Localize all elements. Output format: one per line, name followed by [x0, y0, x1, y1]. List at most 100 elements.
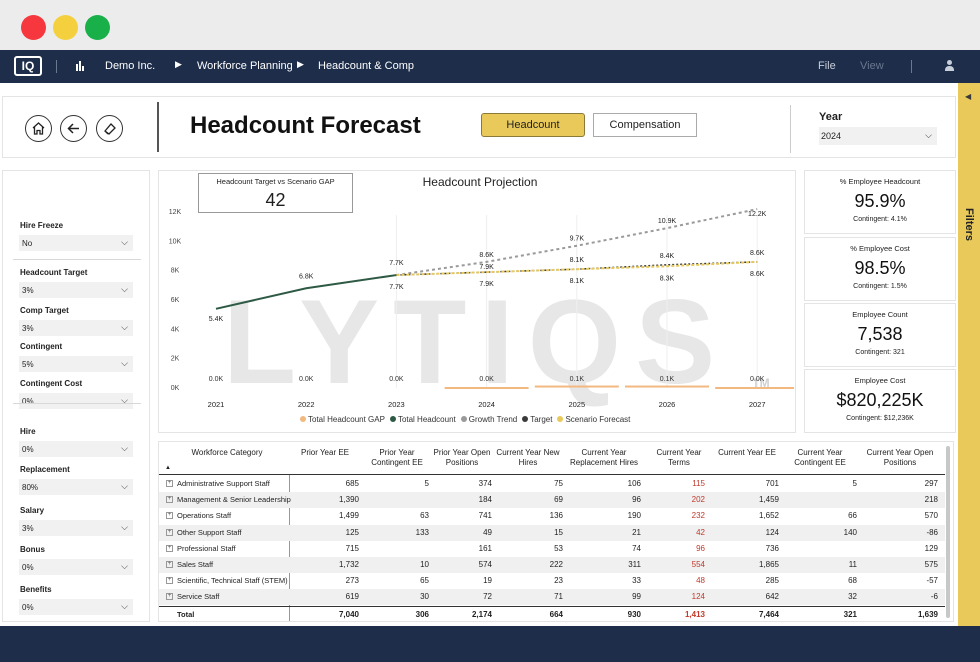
- table-row[interactable]: + Sales Staff 1,732 10 574 222 311 554 1,865 11 57…: [159, 557, 945, 573]
- table-cell: 161: [478, 543, 492, 553]
- header-divider: [157, 102, 159, 152]
- back-button[interactable]: [60, 115, 87, 142]
- menu-view[interactable]: View: [860, 60, 884, 72]
- column-header[interactable]: Prior Year Contingent EE: [371, 448, 423, 467]
- table-row[interactable]: + Management & Senior Leadership 1,390 184 6…: [159, 492, 945, 509]
- table-row[interactable]: + Service Staff 619 30 72 71 99 124 642 32 -6: [159, 589, 945, 606]
- kpi-value: $820,225K: [836, 390, 924, 410]
- legend-item[interactable]: Scenario Forecast: [557, 415, 630, 424]
- data-label: 0.1K: [570, 376, 585, 383]
- slicer-dropdown[interactable]: 3% ⌵: [19, 320, 133, 336]
- table-cell: 11: [848, 560, 857, 569]
- breadcrumb-headcount-comp[interactable]: Headcount & Comp: [318, 60, 414, 72]
- column-header[interactable]: Workforce Category: [191, 448, 263, 457]
- table-total-row[interactable]: Total 7,040 306 2,174 664 930 1,413 7,464 321 1,6…: [159, 605, 945, 621]
- kpi-title: Employee Count: [852, 310, 908, 319]
- slicer-dropdown[interactable]: 0% ⌵: [19, 393, 133, 409]
- chevron-down-icon: ⌵: [121, 237, 128, 247]
- sort-ascending-icon[interactable]: ▲: [165, 465, 171, 471]
- slicer-value: 80%: [22, 483, 39, 492]
- slicer-dropdown[interactable]: 3% ⌵: [19, 520, 133, 536]
- column-header[interactable]: Current Year New Hires: [496, 448, 560, 467]
- legend-item[interactable]: Growth Trend: [460, 415, 517, 424]
- expand-icon[interactable]: +: [166, 593, 173, 601]
- table-cell: 124: [691, 592, 705, 602]
- chevron-down-icon: ⌵: [121, 522, 128, 532]
- expand-icon[interactable]: +: [166, 512, 173, 520]
- clear-filters-button[interactable]: [96, 115, 123, 142]
- table-row[interactable]: + Operations Staff 1,499 63 741 136 190 232 1,65…: [159, 508, 945, 524]
- x-tick-label: 2027: [749, 400, 766, 409]
- table-row[interactable]: + Scientific, Technical Staff (STEM) 273 65…: [159, 573, 945, 589]
- x-tick-label: 2021: [208, 400, 225, 409]
- x-tick-label: 2023: [388, 400, 405, 409]
- slicer-dropdown[interactable]: 0% ⌵: [19, 441, 133, 457]
- kpi-employee-cost-pct: % Employee Cost 98.5% Contingent: 1.5%: [804, 237, 956, 301]
- table-row[interactable]: + Administrative Support Staff 685 5 374 75 10…: [159, 476, 945, 492]
- table-cell: 2,174: [471, 609, 492, 619]
- table-cell: 1,413: [684, 609, 705, 619]
- table-cell: 68: [848, 576, 857, 586]
- minimize-window-button[interactable]: [53, 15, 78, 40]
- slicer-dropdown[interactable]: 5% ⌵: [19, 356, 133, 372]
- legend-item[interactable]: Target: [522, 415, 552, 424]
- menu-file[interactable]: File: [818, 60, 836, 72]
- slicer-dropdown[interactable]: 0% ⌵: [19, 559, 133, 575]
- filters-pane-toggle[interactable]: ◀ Filters: [958, 83, 980, 626]
- column-header[interactable]: Current Year EE: [718, 448, 776, 457]
- slicer-divider: [13, 259, 141, 260]
- column-header[interactable]: Prior Year Open Positions: [433, 448, 491, 467]
- table-cell: 133: [415, 527, 429, 537]
- table-cell: 642: [765, 592, 779, 602]
- slicer-dropdown[interactable]: 80% ⌵: [19, 479, 133, 495]
- column-header[interactable]: Current Year Open Positions: [866, 448, 934, 467]
- table-cell: 232: [691, 511, 705, 521]
- tab-compensation[interactable]: Compensation: [593, 113, 697, 137]
- expand-icon[interactable]: +: [166, 577, 173, 585]
- user-icon[interactable]: [944, 60, 954, 72]
- table-row[interactable]: + Other Support Staff 125 133 49 15 21 42 124 140…: [159, 524, 945, 541]
- category-name: Operations Staff: [177, 511, 232, 521]
- breadcrumb-workforce-planning[interactable]: Workforce Planning: [197, 60, 293, 72]
- breadcrumb-company[interactable]: Demo Inc.: [105, 60, 156, 72]
- table-cell: 321: [843, 609, 857, 619]
- tab-headcount[interactable]: Headcount: [481, 113, 585, 137]
- column-header[interactable]: Current Year Terms: [656, 448, 702, 467]
- slicer-dropdown[interactable]: 3% ⌵: [19, 282, 133, 298]
- expand-icon[interactable]: +: [166, 561, 173, 568]
- app-logo[interactable]: IQ: [14, 56, 42, 76]
- slicer-value: 0%: [22, 603, 34, 612]
- year-value: 2024: [821, 131, 842, 141]
- home-button[interactable]: [25, 115, 52, 142]
- expand-icon[interactable]: +: [166, 544, 173, 552]
- data-label: 0.0K: [209, 376, 224, 383]
- table-cell: 30: [420, 592, 429, 602]
- table-cell: 7,040: [338, 609, 359, 619]
- column-header[interactable]: Current Year Replacement Hires: [569, 448, 639, 467]
- slicer-dropdown[interactable]: 0% ⌵: [19, 599, 133, 615]
- legend-item[interactable]: Total Headcount GAP: [300, 415, 385, 424]
- slicer-dropdown[interactable]: No ⌵: [19, 235, 133, 251]
- maximize-window-button[interactable]: [85, 15, 110, 40]
- table-cell: 285: [765, 576, 779, 586]
- legend-label: Total Headcount: [397, 415, 456, 424]
- column-header[interactable]: Prior Year EE: [300, 448, 350, 457]
- table-cell: 129: [924, 543, 938, 553]
- table-scrollbar[interactable]: [946, 446, 950, 618]
- table-row[interactable]: + Professional Staff 715 161 53 74 96 736 129: [159, 541, 945, 557]
- expand-icon[interactable]: +: [166, 496, 173, 504]
- slicer-value: 0%: [22, 397, 34, 406]
- legend-item[interactable]: Total Headcount: [389, 415, 456, 424]
- year-dropdown[interactable]: 2024 ⌵: [819, 127, 937, 145]
- close-window-button[interactable]: [21, 15, 46, 40]
- expand-icon[interactable]: +: [166, 480, 173, 487]
- chevron-down-icon: ⌵: [121, 481, 128, 491]
- filters-label: Filters: [963, 208, 975, 242]
- column-header[interactable]: Current Year Contingent EE: [794, 448, 846, 467]
- table-cell: 297: [924, 479, 938, 488]
- data-label: 8.1K: [570, 278, 585, 285]
- expand-icon[interactable]: +: [166, 528, 173, 536]
- table-cell: 619: [345, 592, 359, 602]
- table-cell: 72: [483, 592, 492, 602]
- chevron-right-icon: ▶: [297, 59, 304, 69]
